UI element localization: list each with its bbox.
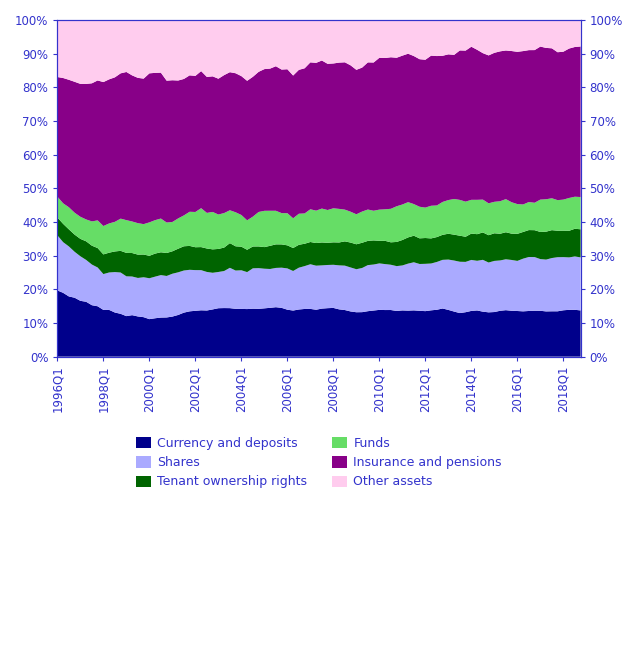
Legend: Currency and deposits, Shares, Tenant ownership rights, Funds, Insurance and pen: Currency and deposits, Shares, Tenant ow… xyxy=(136,437,502,488)
